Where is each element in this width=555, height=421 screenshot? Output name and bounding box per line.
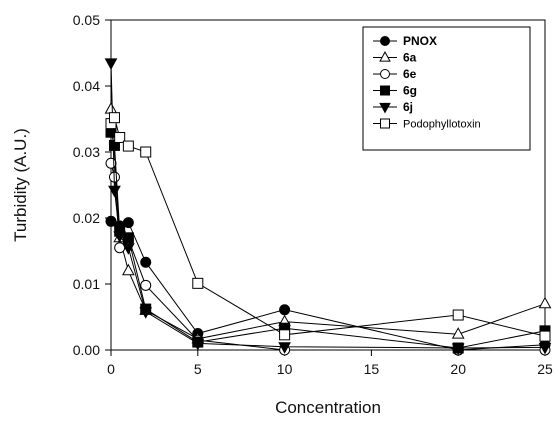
data-point [122,140,134,152]
legend-label: Podophyllotoxin [403,119,481,131]
data-point [278,342,291,354]
x-tick-label: 20 [450,361,466,377]
legend-marker [379,102,391,114]
data-point [122,217,134,229]
legend: PNOX 6a 6e 6g 6j Podophyllotoxin [362,26,531,151]
legend-item: 6j [373,100,413,114]
legend-label: 6a [403,51,417,65]
y-tick-label: 0.04 [73,78,100,94]
legend-marker [380,36,390,46]
data-point [140,256,152,268]
x-axis-title: Concentration [275,398,381,417]
series-layer [104,58,552,356]
data-point [139,307,153,319]
series-line [110,163,545,351]
legend-label: PNOX [403,34,437,48]
series-pnox [105,215,551,356]
legend-item: 6g [373,84,417,98]
legend-marker [380,69,390,79]
legend-box [362,26,531,151]
data-point [452,309,464,321]
x-tick-label: 15 [364,361,380,377]
series-6j [104,58,552,356]
data-point [191,338,205,351]
data-point [104,58,118,70]
y-tick-label: 0.03 [73,144,100,160]
data-point [279,329,291,341]
legend-marker [380,85,390,96]
data-point [122,243,135,255]
series-line [110,132,546,349]
data-point [539,330,551,342]
data-point [538,296,552,309]
x-tick-label: 0 [107,361,115,377]
data-point [140,146,152,158]
data-point [538,342,552,355]
y-tick-label: 0.00 [73,342,100,358]
legend-label: 6e [403,67,417,81]
data-point [451,343,465,356]
x-tick-label: 5 [194,361,202,377]
data-point [114,131,126,143]
y-axis-title: Turbidity (A.U.) [11,128,30,242]
legend-item: 6a [373,51,417,65]
data-point [104,102,118,114]
data-point [108,112,120,124]
legend-item: Podophyllotoxin [373,118,481,131]
data-point [122,263,135,276]
data-point [192,277,204,289]
y-tick-label: 0.05 [73,12,100,28]
legend-marker [379,51,391,62]
x-tick-label: 10 [277,361,293,377]
axes: 0 5 10 15 20 25 0.00 0.01 0.02 0.03 0.04 0.05 [73,12,553,377]
data-point [105,157,117,169]
legend-label: 6g [403,84,417,98]
data-point [279,304,291,316]
data-point [140,279,152,291]
series-podophyllotoxin [105,112,551,342]
x-tick-label: 25 [537,361,553,377]
data-point [108,185,121,198]
data-point [105,215,117,227]
y-tick-label: 0.01 [73,276,100,292]
data-point [113,231,127,243]
legend-item: 6e [373,67,417,81]
data-point [122,232,134,244]
series-6g [105,126,551,354]
legend-label: 6j [403,100,413,114]
data-point [451,327,465,339]
legend-item: PNOX [373,34,437,48]
legend-marker [380,118,390,129]
y-tick-label: 0.02 [73,210,100,226]
